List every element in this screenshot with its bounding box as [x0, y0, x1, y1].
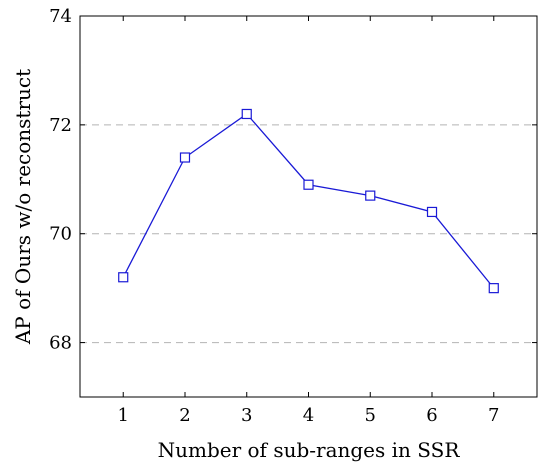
x-tick-label: 5 [365, 405, 376, 426]
data-point [118, 272, 129, 283]
x-axis-label: Number of sub-ranges in SSR [158, 438, 461, 462]
x-tick-label: 6 [426, 405, 437, 426]
data-point [241, 108, 252, 120]
y-tick-label: 70 [49, 224, 72, 245]
x-tick-label: 7 [488, 405, 499, 426]
y-axis-ticks: 68 70 72 74 [49, 6, 537, 354]
x-axis-ticks: 1 2 3 4 5 6 7 [118, 16, 499, 426]
data-point [365, 190, 376, 201]
y-tick-label: 74 [49, 6, 72, 27]
data-point [303, 179, 314, 190]
y-tick-label: 72 [49, 115, 72, 136]
series-line [122, 113, 495, 289]
plot-area-frame [79, 15, 538, 398]
gridlines [80, 124, 537, 344]
data-point [488, 283, 499, 294]
x-tick-label: 2 [179, 405, 190, 426]
data-point [179, 152, 191, 163]
x-tick-label: 1 [118, 405, 129, 426]
x-tick-label: 3 [241, 405, 252, 426]
series-layer [118, 108, 499, 294]
data-point [426, 206, 438, 218]
y-axis-label: AP of Ours w/o reconstruct [11, 69, 35, 345]
x-tick-label: 4 [303, 405, 314, 426]
y-tick-label: 68 [49, 333, 72, 354]
